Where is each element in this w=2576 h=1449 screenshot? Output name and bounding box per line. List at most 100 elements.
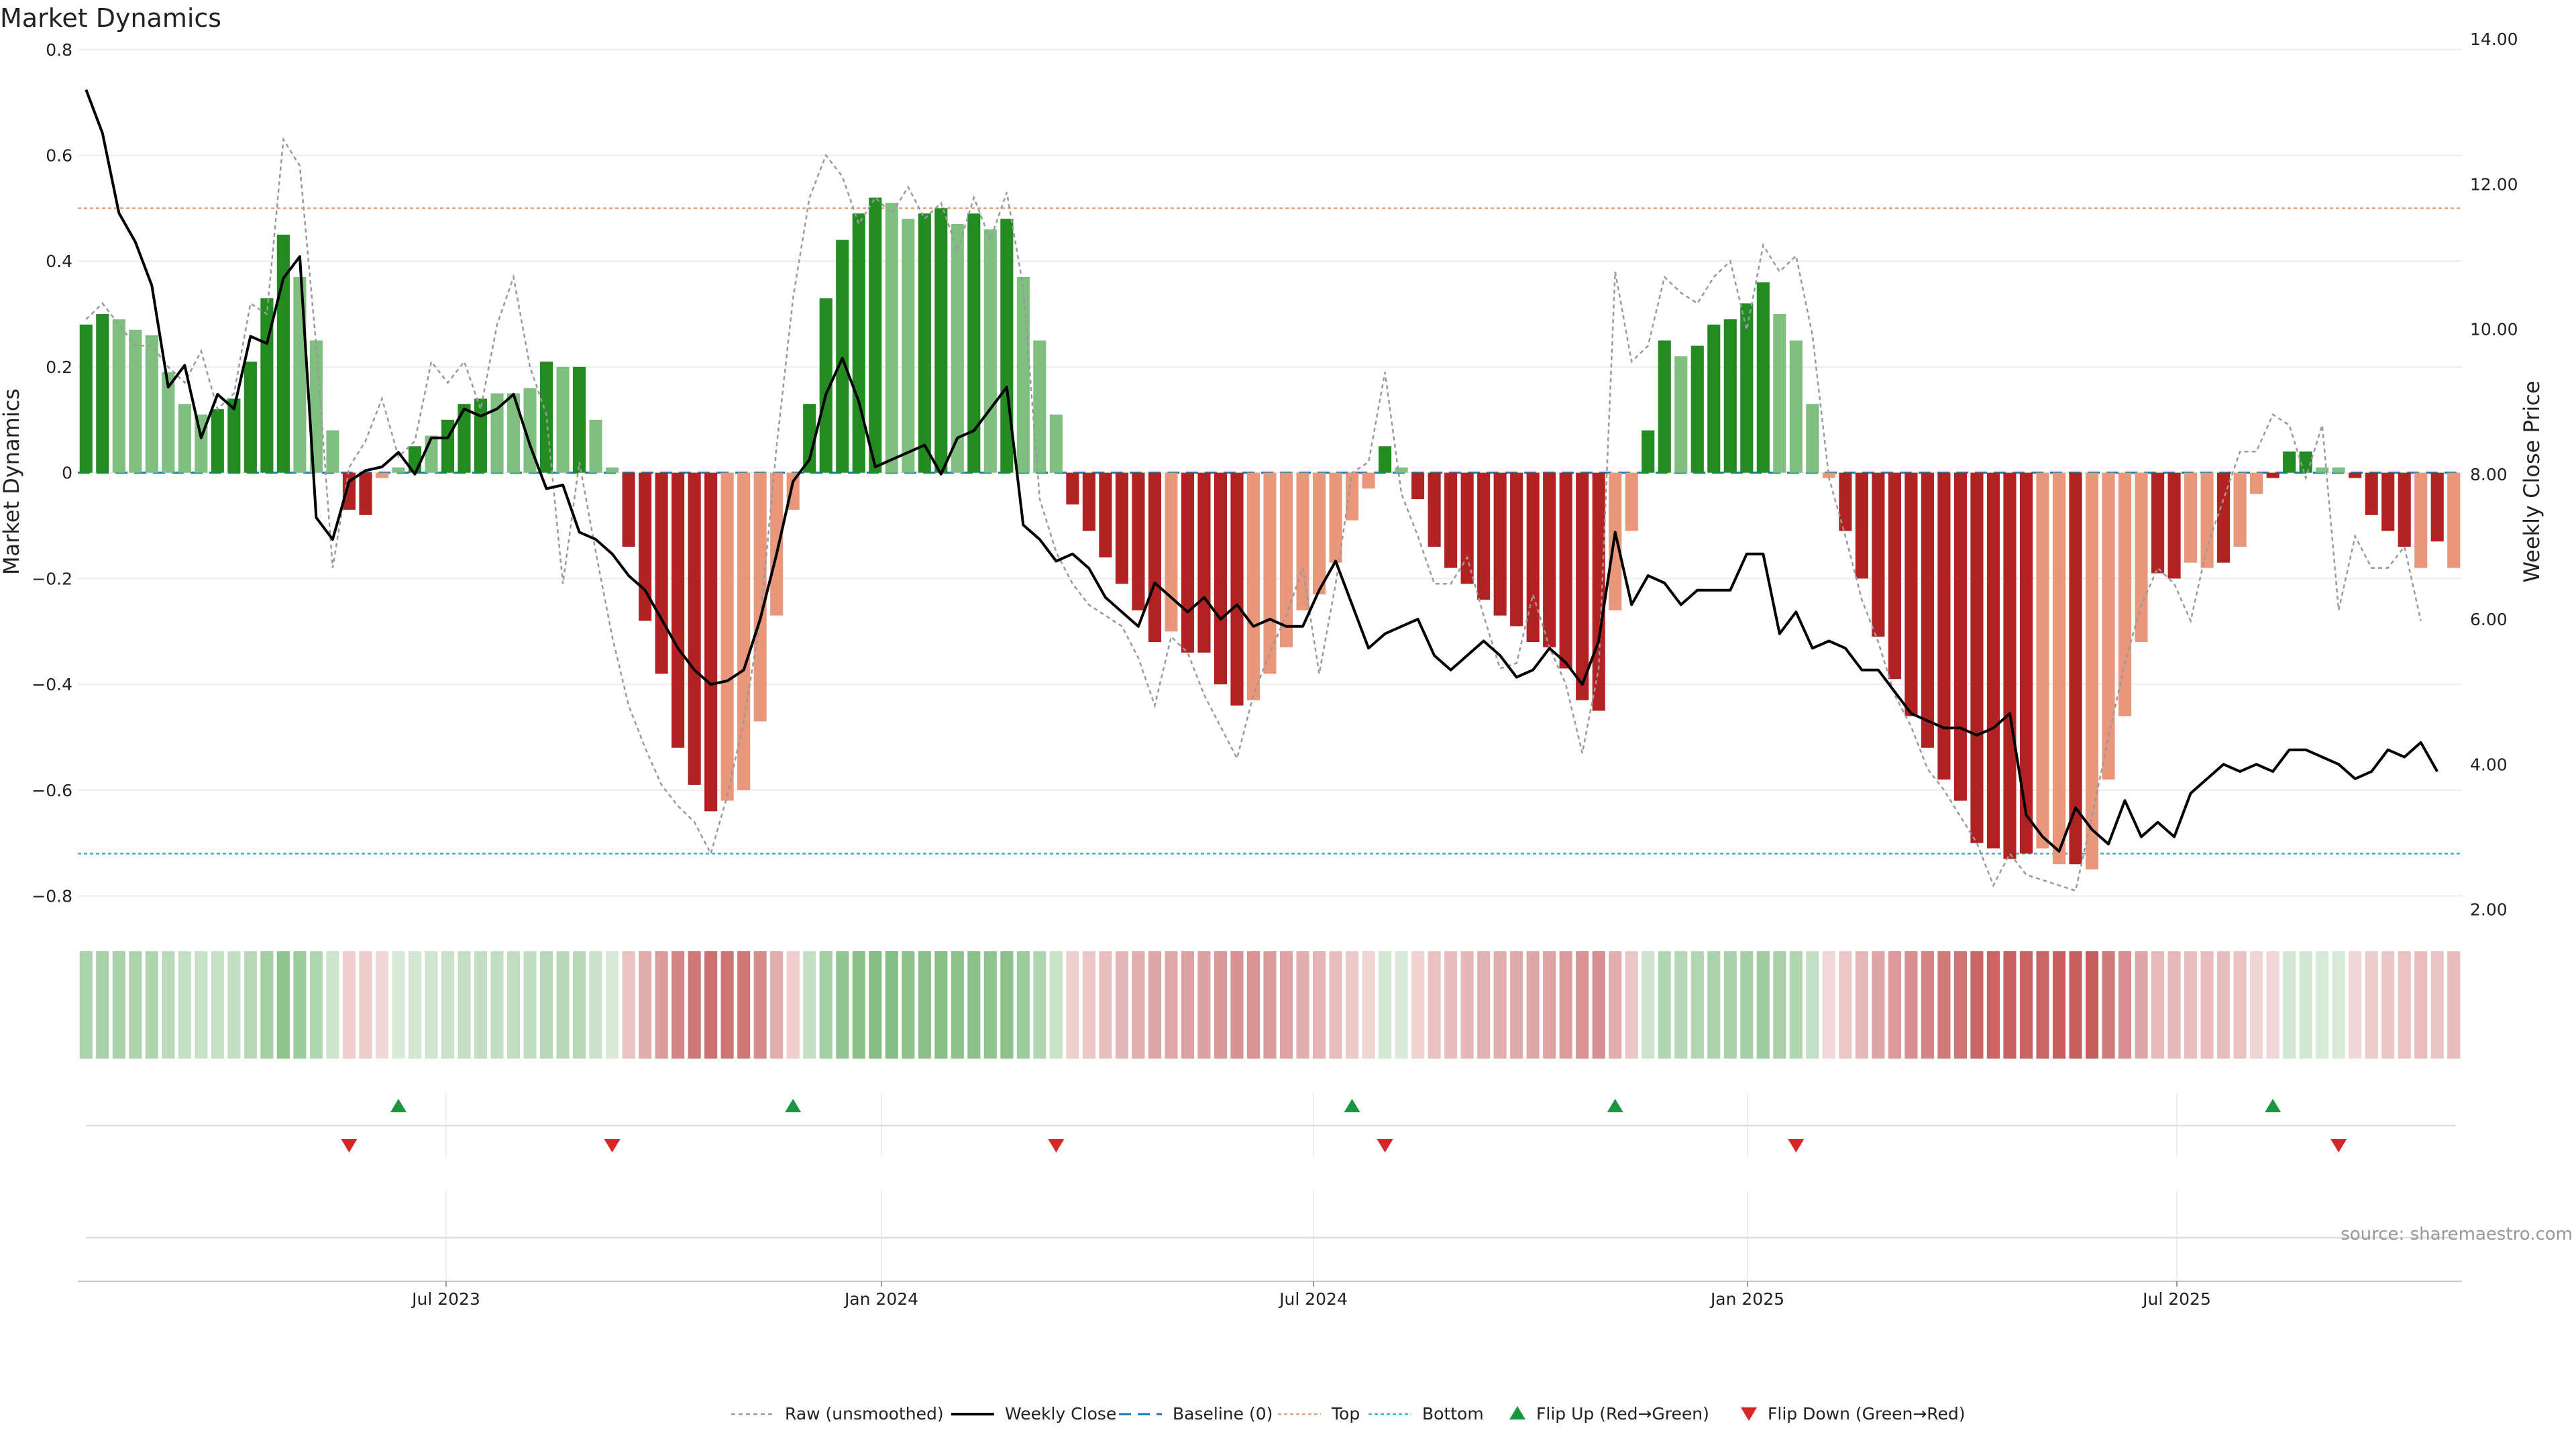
bar-30 — [573, 366, 586, 473]
legend-label: Top — [1331, 1404, 1360, 1424]
bar-96 — [1658, 340, 1671, 473]
weekly-close-line — [85, 89, 2438, 853]
heat-cell-125 — [2135, 951, 2148, 1059]
bar-59 — [1049, 414, 1063, 473]
heat-cell-143 — [2430, 951, 2444, 1059]
legend-item-top: Top — [1278, 1404, 1360, 1424]
heat-cell-69 — [1214, 951, 1228, 1059]
bar-135 — [2299, 451, 2312, 473]
heat-cell-85 — [1477, 951, 1491, 1059]
bar-53 — [951, 224, 964, 473]
bar-65 — [1148, 472, 1161, 643]
bar-142 — [2414, 472, 2428, 568]
heat-cell-14 — [309, 951, 323, 1059]
heat-cell-96 — [1658, 951, 1671, 1059]
bars — [79, 197, 2461, 870]
bar-90 — [1559, 472, 1572, 669]
heat-cell-4 — [145, 951, 158, 1059]
heat-cell-108 — [1855, 951, 1868, 1059]
bar-117 — [2003, 472, 2017, 859]
heat-cell-34 — [639, 951, 652, 1059]
bar-5 — [162, 372, 175, 473]
heat-cell-118 — [2019, 951, 2033, 1059]
bar-141 — [2398, 472, 2411, 547]
heat-cell-67 — [1181, 951, 1195, 1059]
heat-cell-121 — [2069, 951, 2082, 1059]
heat-cell-117 — [2003, 951, 2017, 1059]
heat-cell-84 — [1460, 951, 1474, 1059]
bar-113 — [1937, 472, 1951, 780]
heat-cell-92 — [1592, 951, 1605, 1059]
heat-cell-111 — [1904, 951, 1918, 1059]
right-y-axis: 14.00 12.00 10.00 8.00 6.00 4.00 2.00 — [2470, 30, 2518, 920]
legend-label: Bottom — [1422, 1404, 1484, 1424]
bar-82 — [1428, 472, 1441, 547]
bar-140 — [2381, 472, 2395, 531]
heat-cell-70 — [1230, 951, 1244, 1059]
right-tick-label: 2.00 — [2470, 900, 2508, 920]
heat-cell-65 — [1148, 951, 1161, 1059]
heat-cell-33 — [622, 951, 635, 1059]
bar-44 — [803, 404, 816, 473]
heat-cell-26 — [506, 951, 521, 1059]
heat-cell-90 — [1559, 951, 1572, 1059]
right-tick-label: 8.00 — [2470, 465, 2508, 484]
heat-strip — [79, 951, 2461, 1059]
heat-cell-3 — [129, 951, 142, 1059]
heat-cell-76 — [1329, 951, 1342, 1059]
bar-74 — [1296, 472, 1309, 610]
heat-cell-75 — [1312, 951, 1326, 1059]
bar-136 — [2316, 467, 2329, 473]
heat-cell-31 — [589, 951, 602, 1059]
bar-115 — [1970, 472, 1984, 843]
heat-cell-95 — [1642, 951, 1655, 1059]
heat-cell-2 — [112, 951, 125, 1059]
bar-127 — [2167, 472, 2181, 579]
heat-cell-42 — [770, 951, 784, 1059]
bar-31 — [589, 419, 602, 473]
heat-cell-78 — [1362, 951, 1375, 1059]
heat-cell-51 — [918, 951, 931, 1059]
bar-35 — [655, 472, 668, 674]
bar-51 — [918, 213, 931, 473]
heat-cell-57 — [1016, 951, 1030, 1059]
heat-cell-61 — [1082, 951, 1095, 1059]
bar-108 — [1855, 472, 1868, 579]
heat-cell-120 — [2052, 951, 2066, 1059]
bar-10 — [244, 362, 257, 473]
heat-cell-79 — [1379, 951, 1392, 1059]
right-tick-label: 12.00 — [2470, 174, 2518, 194]
heat-cell-0 — [79, 951, 93, 1059]
bar-6 — [178, 404, 191, 473]
bar-143 — [2430, 472, 2444, 542]
heat-cell-83 — [1444, 951, 1458, 1059]
heat-cell-106 — [1822, 951, 1835, 1059]
heat-cell-37 — [688, 951, 701, 1059]
heat-cell-110 — [1888, 951, 1901, 1059]
right-tick-label: 14.00 — [2470, 30, 2518, 49]
bar-85 — [1477, 472, 1491, 600]
flip-up-marker — [2265, 1099, 2282, 1112]
heat-cell-13 — [293, 951, 307, 1059]
bar-124 — [2118, 472, 2132, 716]
bar-121 — [2069, 472, 2082, 865]
bar-33 — [622, 472, 635, 547]
bar-18 — [375, 472, 389, 478]
left-tick-label: −0.8 — [32, 887, 72, 906]
bar-26 — [506, 393, 521, 473]
bar-45 — [819, 298, 833, 473]
heat-cell-32 — [606, 951, 619, 1059]
bar-73 — [1279, 472, 1293, 647]
heat-cell-116 — [1986, 951, 2000, 1059]
bar-110 — [1888, 472, 1901, 680]
bar-130 — [2217, 472, 2231, 563]
bar-92 — [1592, 472, 1605, 711]
bar-32 — [606, 467, 619, 473]
raw-series-line — [85, 136, 2422, 892]
bar-49 — [885, 203, 898, 473]
heat-cell-39 — [720, 951, 734, 1059]
bar-83 — [1444, 472, 1458, 568]
right-tick-label: 4.00 — [2470, 755, 2508, 774]
bar-78 — [1362, 472, 1375, 489]
